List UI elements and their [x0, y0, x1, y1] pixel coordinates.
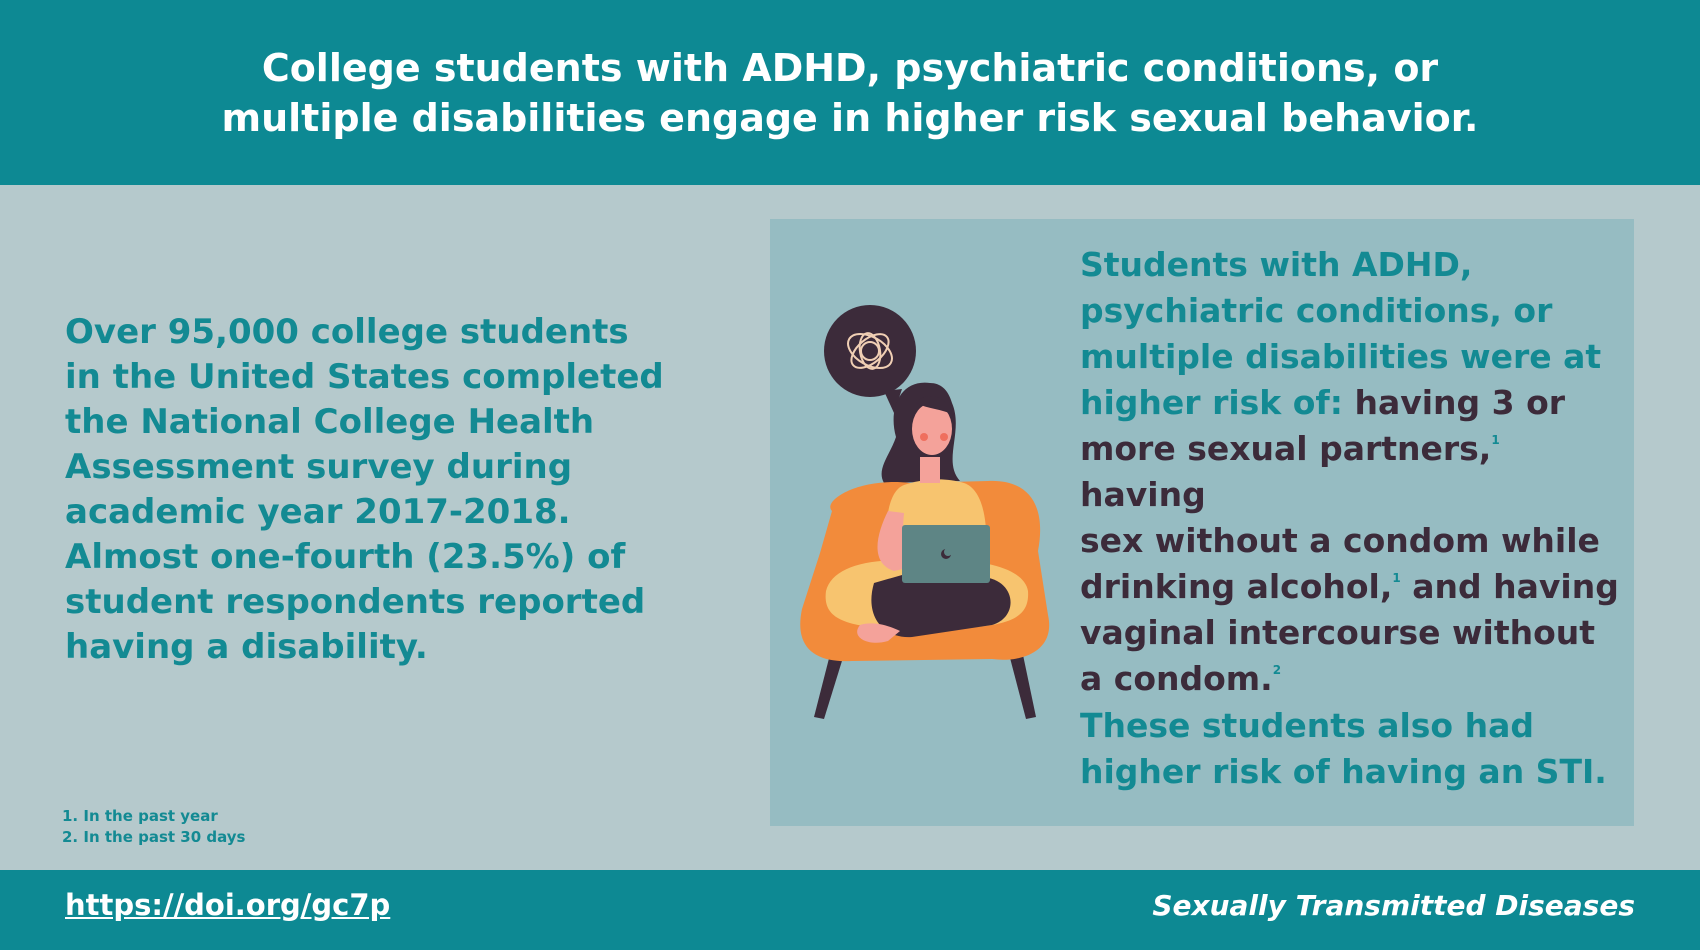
findings-text: Students with ADHD, psychiatric conditio… [1080, 242, 1625, 702]
summary-line: academic year 2017-2018. [65, 492, 571, 532]
footnote-ref-1: 1 [1392, 571, 1401, 585]
footnote-ref-1: 1 [1491, 433, 1500, 447]
summary-line: Over 95,000 college students [65, 312, 629, 352]
findings-panel: Students with ADHD, psychiatric conditio… [770, 219, 1634, 826]
survey-summary: Over 95,000 college students in the Unit… [65, 310, 745, 670]
findings-line: vaginal intercourse without [1080, 613, 1596, 652]
journal-name: Sexually Transmitted Diseases [1152, 889, 1635, 922]
student-laptop-illustration [800, 305, 1050, 719]
footnote-1: 1. In the past year [62, 807, 218, 825]
summary-line: in the United States completed [65, 357, 664, 397]
findings-line: a condom.2 [1080, 656, 1625, 702]
footnotes: 1. In the past year 2. In the past 30 da… [62, 806, 245, 848]
summary-line: having a disability. [65, 627, 428, 667]
summary-line: Almost one-fourth (23.5%) of [65, 537, 626, 577]
footnote-ref-2: 2 [1272, 663, 1282, 677]
risk-condom: a condom. [1080, 659, 1273, 698]
page-title-line-1: College students with ADHD, psychiatric … [261, 45, 1439, 90]
page-title-line-2: multiple disabilities engage in higher r… [221, 95, 1479, 140]
sti-line: These students also had [1080, 706, 1534, 745]
risk-alcohol: drinking alcohol, [1080, 567, 1393, 606]
findings-line: sex without a condom while [1080, 521, 1600, 560]
sti-finding: These students also had higher risk of h… [1080, 703, 1625, 795]
risk-continuation: having [1080, 475, 1206, 514]
header-banner: College students with ADHD, psychiatric … [0, 0, 1700, 185]
summary-line: the National College Health [65, 402, 595, 442]
summary-line: student respondents reported [65, 582, 646, 622]
doi-link[interactable]: https://doi.org/gc7p [65, 888, 391, 922]
footer-banner: https://doi.org/gc7p Sexually Transmitte… [0, 870, 1700, 950]
footnote-2: 2. In the past 30 days [62, 828, 246, 846]
findings-line: psychiatric conditions, or [1080, 291, 1553, 330]
risk-partners: more sexual partners, [1080, 429, 1492, 468]
findings-line: drinking alcohol,1 and having [1080, 564, 1625, 610]
findings-line: Students with ADHD, [1080, 245, 1473, 284]
findings-lead: higher risk of: [1080, 383, 1343, 422]
sti-line: higher risk of having an STI. [1080, 752, 1607, 791]
summary-line: Assessment survey during [65, 447, 573, 487]
risk-continuation: and having [1412, 567, 1619, 606]
findings-risk: having 3 or [1354, 383, 1566, 422]
findings-line: more sexual partners,1 having [1080, 426, 1625, 518]
findings-line: higher risk of: having 3 or [1080, 380, 1625, 426]
findings-line: multiple disabilities were at [1080, 337, 1602, 376]
